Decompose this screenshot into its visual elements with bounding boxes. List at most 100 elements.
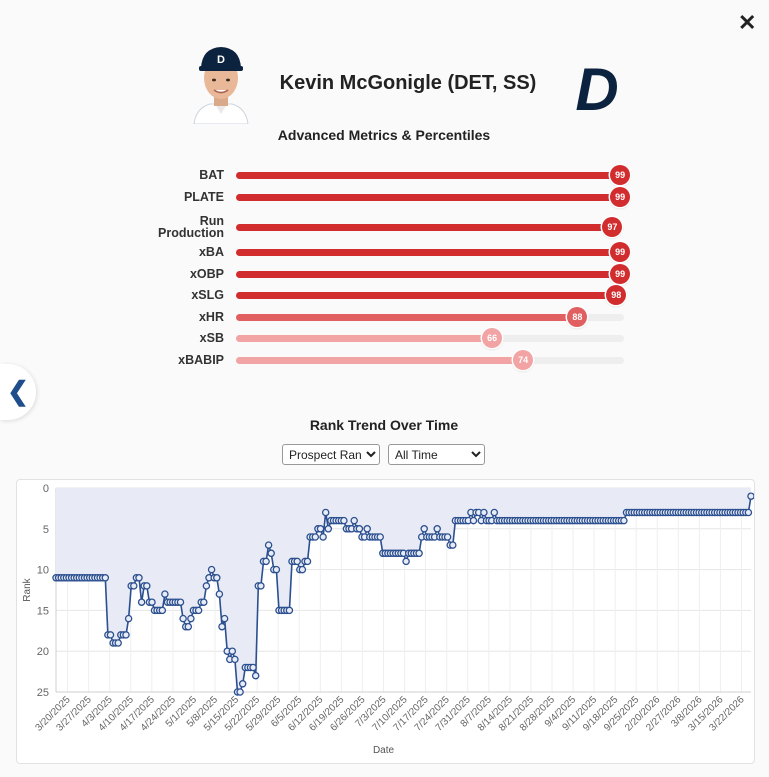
metric-row: xBABIP 74	[0, 349, 769, 370]
metric-fill-bar	[236, 334, 493, 342]
rank-data-point	[143, 582, 151, 590]
rank-data-point	[194, 606, 203, 615]
y-tick-label: 15	[37, 605, 49, 617]
rank-data-point	[114, 639, 122, 647]
metric-percentile-badge: 98	[606, 284, 627, 305]
metric-row: xOBP 99	[0, 263, 769, 284]
y-axis-label: Rank	[22, 577, 33, 601]
metric-row: PLATE 99	[0, 186, 769, 207]
metric-fill-bar	[236, 313, 578, 321]
metric-track: 97	[236, 216, 624, 237]
previous-player-button[interactable]: ❮	[0, 364, 36, 420]
metric-row: xHR 88	[0, 306, 769, 327]
svg-text:D: D	[575, 58, 618, 116]
rank-data-point	[272, 565, 281, 574]
metric-label: xSLG	[191, 288, 224, 302]
y-tick-label: 10	[37, 565, 49, 577]
metric-percentile-badge: 99	[610, 164, 631, 185]
y-tick-label: 0	[43, 483, 49, 495]
rank-data-point	[293, 557, 301, 566]
metric-percentile-badge: 97	[602, 216, 623, 237]
rank-data-point	[130, 582, 138, 590]
metric-track: 99	[236, 263, 631, 284]
metric-track: 99	[236, 186, 631, 207]
rank-data-point	[355, 525, 364, 533]
rank-data-point	[311, 533, 320, 541]
rank-data-point	[231, 655, 239, 664]
x-axis-label: Date	[373, 745, 395, 756]
metric-track: 66	[236, 327, 624, 348]
trend-title: Rank Trend Over Time	[309, 417, 459, 433]
rank-area-fill	[56, 488, 751, 692]
metric-label: xSB	[199, 331, 224, 345]
metric-fill-bar	[236, 356, 524, 364]
metric-row: xSLG 98	[0, 284, 769, 305]
rank-data-point	[213, 574, 221, 582]
rank-data-point	[218, 622, 226, 631]
metric-row: Run Production 97	[0, 214, 769, 240]
rank-data-point	[122, 631, 130, 639]
rank-data-point	[350, 516, 358, 525]
rank-data-point	[363, 525, 371, 533]
metric-fill-bar	[236, 223, 613, 231]
rank-data-point	[376, 533, 384, 541]
metric-label: PLATE	[183, 190, 224, 204]
metric-label: Run Production	[158, 214, 224, 240]
rank-data-point	[324, 525, 333, 533]
metric-track: 99	[236, 164, 631, 185]
metric-fill-bar	[236, 248, 621, 256]
metric-row: xSB 66	[0, 327, 769, 348]
rank-data-point	[262, 557, 270, 566]
rank-data-point	[106, 631, 115, 639]
metric-track: 99	[236, 241, 631, 262]
rank-data-point	[236, 688, 244, 696]
rank-data-point	[220, 614, 229, 623]
metric-row: xBA 99	[0, 241, 769, 262]
metric-track: 88	[236, 306, 624, 327]
rank-data-point	[179, 614, 187, 623]
rank-data-point	[161, 590, 169, 598]
metric-fill-bar	[236, 270, 621, 278]
rank-data-point	[433, 525, 441, 533]
rank-data-point	[101, 574, 110, 582]
metric-percentile-badge: 99	[610, 263, 631, 284]
period-select[interactable]: All Time	[388, 444, 485, 465]
rank-data-point	[267, 549, 275, 558]
rank-data-point	[340, 516, 348, 525]
metrics-title: Advanced Metrics & Percentiles	[277, 127, 491, 143]
metric-label: xBABIP	[178, 353, 224, 367]
metric-label: xOBP	[189, 267, 224, 281]
y-tick-label: 20	[37, 646, 49, 658]
metric-label: xBA	[198, 245, 224, 259]
rank-data-point	[744, 508, 753, 517]
rank-data-point	[257, 582, 265, 590]
rank-data-point	[137, 598, 146, 606]
rank-data-point	[215, 590, 224, 598]
close-button[interactable]: ✕	[738, 10, 757, 35]
rank-data-point	[264, 541, 273, 549]
rank-data-point	[490, 508, 499, 517]
metric-percentile-badge: 66	[482, 327, 503, 348]
rank-data-point	[449, 541, 457, 549]
metric-fill-bar	[236, 291, 617, 299]
rank-data-point	[228, 647, 237, 655]
rank-data-point	[184, 622, 193, 631]
metric-fill-bar	[236, 193, 621, 201]
rank-data-point	[469, 516, 478, 525]
rank-trend-chart: 0 5 10 15 20 25 3/20/2025 3/27/2025 4/3/2025 4/10…	[16, 479, 755, 764]
rank-data-point	[187, 614, 195, 623]
metric-percentile-badge: 99	[610, 241, 631, 262]
player-headshot-icon: D	[190, 42, 252, 124]
rank-data-point	[443, 533, 452, 541]
player-name: Kevin McGonigle (DET, SS)	[279, 72, 537, 94]
rank-data-point	[200, 598, 208, 606]
rank-data-point	[319, 533, 327, 541]
rank-type-select[interactable]: Prospect Rank	[282, 444, 380, 465]
y-tick-label: 25	[37, 687, 49, 699]
detroit-tigers-logo-icon: D	[575, 58, 618, 116]
svg-text:D: D	[217, 54, 225, 66]
rank-data-point	[207, 565, 216, 574]
rank-data-point	[303, 557, 312, 566]
y-tick-label: 5	[43, 524, 49, 536]
rank-data-point	[202, 582, 211, 590]
